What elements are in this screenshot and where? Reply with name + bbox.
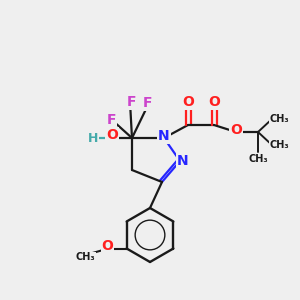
Text: CH₃: CH₃ xyxy=(248,154,268,164)
Text: F: F xyxy=(127,95,137,109)
Text: N: N xyxy=(177,154,189,168)
Text: O: O xyxy=(102,238,114,253)
Text: O: O xyxy=(230,123,242,137)
Text: CH₃: CH₃ xyxy=(76,253,95,262)
Text: H: H xyxy=(88,131,98,145)
Text: CH₃: CH₃ xyxy=(269,114,289,124)
Text: O: O xyxy=(182,95,194,109)
Text: F: F xyxy=(107,113,117,127)
Text: CH₃: CH₃ xyxy=(269,140,289,150)
Text: O: O xyxy=(208,95,220,109)
Text: N: N xyxy=(158,129,170,143)
Text: O: O xyxy=(106,128,118,142)
Text: F: F xyxy=(143,96,153,110)
